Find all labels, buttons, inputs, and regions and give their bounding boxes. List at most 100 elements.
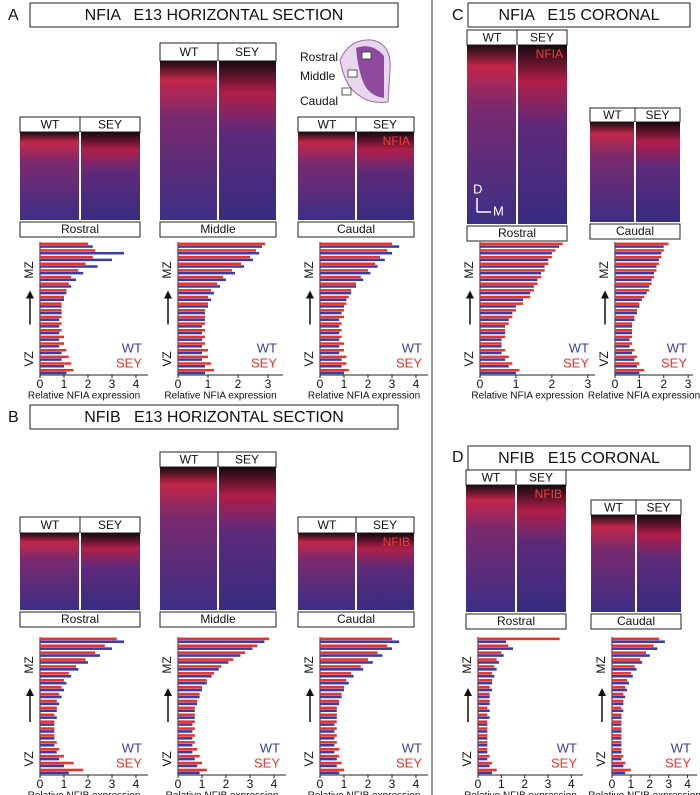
bar bbox=[320, 750, 335, 754]
bar bbox=[612, 720, 622, 723]
micrograph bbox=[298, 533, 355, 610]
bar bbox=[478, 699, 490, 703]
bar bbox=[40, 754, 64, 758]
bar bbox=[320, 688, 344, 692]
bar bbox=[478, 658, 497, 661]
y-label-top: MZ bbox=[22, 656, 36, 673]
bar bbox=[178, 720, 195, 723]
bar bbox=[615, 335, 633, 339]
section-label: Caudal bbox=[617, 614, 655, 628]
bar bbox=[480, 262, 549, 265]
x-tick-label: 3 bbox=[389, 777, 396, 791]
bar bbox=[615, 355, 637, 359]
genotype-label: SEY bbox=[235, 45, 259, 59]
bar bbox=[320, 754, 340, 758]
bar bbox=[40, 291, 67, 295]
x-tick-label: 2 bbox=[365, 777, 372, 791]
legend-label: WT bbox=[667, 340, 687, 355]
bar bbox=[320, 764, 337, 768]
y-label-bottom: VZ bbox=[22, 751, 36, 766]
bar bbox=[478, 713, 488, 717]
panel-letter: C bbox=[452, 7, 464, 24]
bar bbox=[40, 716, 57, 719]
bar bbox=[178, 342, 205, 345]
bar bbox=[178, 754, 200, 758]
bar bbox=[612, 672, 631, 675]
bar bbox=[320, 761, 342, 765]
bar bbox=[320, 720, 337, 723]
bar bbox=[320, 723, 335, 726]
bar bbox=[40, 309, 62, 312]
bar bbox=[615, 309, 637, 312]
bar bbox=[178, 255, 250, 259]
bar bbox=[40, 737, 55, 740]
y-label-top: MZ bbox=[302, 656, 316, 673]
bar bbox=[178, 702, 198, 706]
bar bbox=[40, 322, 62, 325]
bar bbox=[615, 305, 640, 308]
bar bbox=[615, 362, 640, 365]
bar bbox=[320, 637, 392, 641]
genotype-label: WT bbox=[41, 518, 60, 532]
bar bbox=[320, 285, 356, 288]
bar bbox=[178, 637, 270, 641]
bar bbox=[40, 278, 76, 282]
bar bbox=[40, 355, 69, 359]
bar bbox=[612, 743, 622, 747]
bar bbox=[320, 681, 349, 685]
bar bbox=[612, 637, 660, 641]
bar bbox=[615, 269, 657, 272]
bar bbox=[320, 325, 340, 328]
bar bbox=[40, 302, 62, 305]
bar bbox=[478, 741, 488, 744]
bar bbox=[178, 298, 211, 302]
bar bbox=[612, 713, 622, 717]
orientation-label: D bbox=[473, 181, 482, 196]
bar bbox=[480, 285, 534, 288]
bar bbox=[40, 734, 55, 737]
x-axis-label: Relative NFIA expression bbox=[471, 391, 583, 402]
bar bbox=[40, 741, 57, 744]
bar bbox=[178, 723, 193, 726]
micrograph bbox=[219, 467, 276, 610]
bar bbox=[178, 734, 195, 737]
heading-box bbox=[467, 2, 691, 28]
legend-label: WT bbox=[257, 340, 277, 355]
micrograph bbox=[219, 61, 276, 220]
x-tick-label: 0 bbox=[477, 377, 484, 391]
bar bbox=[40, 681, 67, 685]
bar bbox=[615, 365, 637, 368]
bar bbox=[178, 668, 219, 671]
orientation-label: M bbox=[493, 203, 504, 218]
section-box bbox=[159, 611, 277, 628]
bar bbox=[478, 761, 492, 765]
bar bbox=[612, 771, 626, 775]
bar bbox=[40, 335, 64, 339]
bar bbox=[40, 672, 69, 675]
bar bbox=[178, 358, 202, 361]
bar bbox=[40, 723, 55, 726]
bar bbox=[612, 764, 624, 768]
section-box bbox=[466, 225, 568, 242]
bar bbox=[178, 695, 200, 699]
bar bbox=[480, 275, 542, 279]
x-tick-label: 2 bbox=[235, 377, 242, 391]
bar bbox=[178, 727, 195, 730]
bar bbox=[612, 699, 624, 703]
bar bbox=[40, 345, 60, 348]
bar bbox=[320, 305, 344, 308]
bar bbox=[320, 331, 340, 335]
x-tick-label: 4 bbox=[684, 777, 691, 791]
bar bbox=[480, 315, 513, 319]
bar bbox=[40, 271, 84, 275]
bar bbox=[178, 338, 202, 341]
bar bbox=[480, 309, 516, 312]
bar bbox=[478, 730, 488, 733]
x-tick-label: 0 bbox=[37, 777, 44, 791]
bar bbox=[480, 371, 516, 375]
panel-heading: NFIA E13 HORIZONTAL SECTION bbox=[85, 7, 344, 24]
bar bbox=[480, 335, 506, 339]
bar bbox=[320, 258, 385, 262]
bar bbox=[480, 298, 524, 302]
bar bbox=[320, 255, 380, 259]
